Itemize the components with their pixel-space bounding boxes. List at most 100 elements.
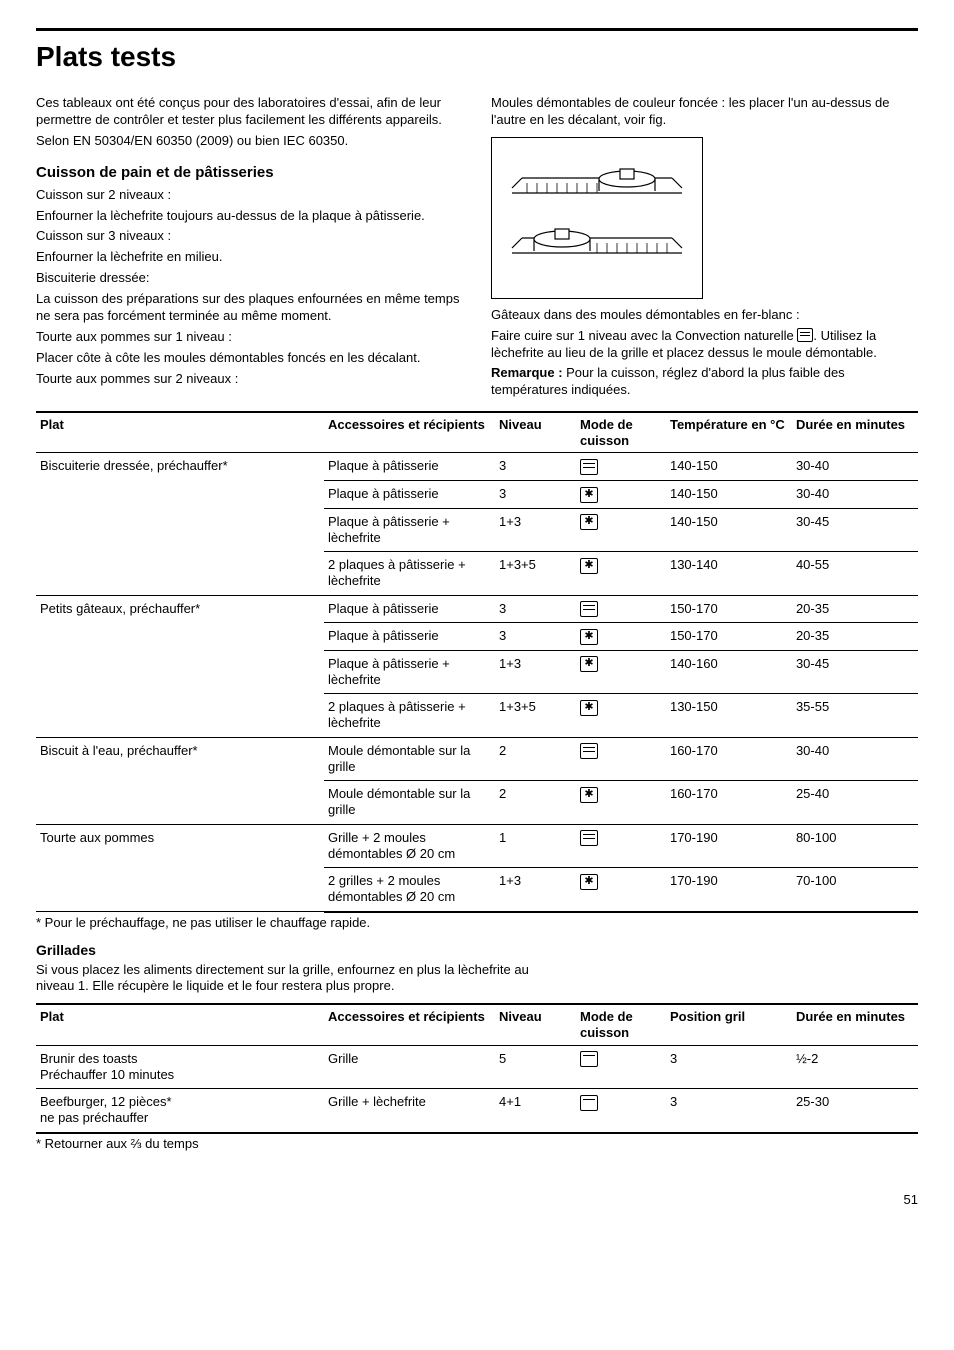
cell-niveau: 3: [495, 595, 576, 623]
cell-duree: 25-30: [792, 1089, 918, 1133]
fan-mode-icon: [580, 700, 598, 716]
cell-mode: [576, 552, 666, 596]
cell-plat: [36, 480, 324, 508]
intro-columns: Ces tableaux ont été conçus pour des lab…: [36, 91, 918, 403]
right-column: Moules démontables de couleur foncée : l…: [491, 91, 918, 403]
cell-mode: [576, 868, 666, 912]
cell-mode: [576, 1089, 666, 1133]
grill-p1: Si vous placez les aliments directement …: [36, 962, 565, 996]
conv-mode-icon: [580, 459, 598, 475]
baking-table: Plat Accessoires et récipients Niveau Mo…: [36, 411, 918, 912]
table-row: 2 grilles + 2 moules démontables Ø 20 cm…: [36, 868, 918, 912]
baking-p7: Tourte aux pommes sur 1 niveau :: [36, 329, 463, 346]
fan-mode-icon: [580, 487, 598, 503]
cell-acc: Grille + 2 moules démontables Ø 20 cm: [324, 824, 495, 868]
cell-niveau: 3: [495, 623, 576, 651]
cell-acc: 2 grilles + 2 moules démontables Ø 20 cm: [324, 868, 495, 912]
cell-mode: [576, 737, 666, 781]
th2-mode: Mode de cuisson: [576, 1004, 666, 1045]
page-number: 51: [36, 1192, 918, 1207]
cell-mode: [576, 781, 666, 825]
th2-duree: Durée en minutes: [792, 1004, 918, 1045]
cell-mode: [576, 650, 666, 694]
cell-plat: [36, 623, 324, 651]
cell-niveau: 3: [495, 480, 576, 508]
cell-plat: Brunir des toastsPréchauffer 10 minutes: [36, 1045, 324, 1089]
baking-table-header-row: Plat Accessoires et récipients Niveau Mo…: [36, 412, 918, 453]
table-row: Plaque à pâtisserie3150-17020-35: [36, 623, 918, 651]
cell-duree: 70-100: [792, 868, 918, 912]
cell-pos: 3: [666, 1045, 792, 1089]
baking-p5: Biscuiterie dressée:: [36, 270, 463, 287]
cell-mode: [576, 623, 666, 651]
baking-p8: Placer côte à côte les moules démontable…: [36, 350, 463, 367]
cell-temp: 160-170: [666, 737, 792, 781]
cell-mode: [576, 453, 666, 481]
th-niveau: Niveau: [495, 412, 576, 453]
cell-mode: [576, 1045, 666, 1089]
th-acc: Accessoires et récipients: [324, 412, 495, 453]
fan-mode-icon: [580, 629, 598, 645]
table-row: Plaque à pâtisserie + lèchefrite1+3 140-1…: [36, 650, 918, 694]
cell-temp: 140-150: [666, 508, 792, 552]
right-p2b-pre: Faire cuire sur 1 niveau avec la Convect…: [491, 328, 797, 343]
cell-temp: 140-160: [666, 650, 792, 694]
fan-mode-icon: [580, 558, 598, 574]
cell-temp: 160-170: [666, 781, 792, 825]
cell-plat: [36, 781, 324, 825]
cell-niveau: 1+3+5: [495, 694, 576, 738]
table-row: Tourte aux pommesGrille + 2 moules démon…: [36, 824, 918, 868]
th2-acc: Accessoires et récipients: [324, 1004, 495, 1045]
table-row: 2 plaques à pâtisserie + lèchefrite1+3+5…: [36, 694, 918, 738]
cell-niveau: 1: [495, 824, 576, 868]
cell-plat: [36, 508, 324, 552]
cell-temp: 130-150: [666, 694, 792, 738]
cell-duree: 30-45: [792, 650, 918, 694]
table-row: Petits gâteaux, préchauffer*Plaque à pât…: [36, 595, 918, 623]
right-p2a: Gâteaux dans des moules démontables en f…: [491, 307, 918, 324]
cell-temp: 140-150: [666, 453, 792, 481]
cell-acc: Grille + lèchefrite: [324, 1089, 495, 1133]
cell-acc: Moule démontable sur la grille: [324, 737, 495, 781]
cell-acc: Grille: [324, 1045, 495, 1089]
grill-table: Plat Accessoires et récipients Niveau Mo…: [36, 1003, 918, 1133]
grill-table-header-row: Plat Accessoires et récipients Niveau Mo…: [36, 1004, 918, 1045]
right-p1: Moules démontables de couleur foncée : l…: [491, 95, 918, 129]
table-row: Beefburger, 12 pièces*ne pas préchauffer…: [36, 1089, 918, 1133]
grill-mode-icon: [580, 1095, 598, 1111]
cell-duree: 25-40: [792, 781, 918, 825]
oven-svg: [497, 143, 697, 293]
cell-duree: 35-55: [792, 694, 918, 738]
cell-duree: 30-45: [792, 508, 918, 552]
table-row: 2 plaques à pâtisserie + lèchefrite1+3+5…: [36, 552, 918, 596]
cell-niveau: 2: [495, 737, 576, 781]
cell-acc: 2 plaques à pâtisserie + lèchefrite: [324, 552, 495, 596]
note-label: Remarque :: [491, 365, 566, 380]
cell-plat: [36, 650, 324, 694]
baking-p4: Enfourner la lèchefrite en milieu.: [36, 249, 463, 266]
conv-mode-icon: [580, 743, 598, 759]
intro-p1: Ces tableaux ont été conçus pour des lab…: [36, 95, 463, 129]
cell-acc: Moule démontable sur la grille: [324, 781, 495, 825]
baking-p1: Cuisson sur 2 niveaux :: [36, 187, 463, 204]
grill-heading: Grillades: [36, 942, 918, 958]
cell-duree: 20-35: [792, 623, 918, 651]
cell-acc: Plaque à pâtisserie + lèchefrite: [324, 508, 495, 552]
table2-footnote: * Retourner aux ⅔ du temps: [36, 1136, 918, 1153]
cell-niveau: 1+3+5: [495, 552, 576, 596]
table-row: Brunir des toastsPréchauffer 10 minutesG…: [36, 1045, 918, 1089]
page-title: Plats tests: [36, 41, 918, 73]
cell-niveau: 1+3: [495, 650, 576, 694]
cell-plat: Biscuit à l'eau, préchauffer*: [36, 737, 324, 781]
cell-pos: 3: [666, 1089, 792, 1133]
th-mode: Mode de cuisson: [576, 412, 666, 453]
cell-mode: [576, 595, 666, 623]
th-plat: Plat: [36, 412, 324, 453]
cell-acc: Plaque à pâtisserie: [324, 595, 495, 623]
cell-acc: Plaque à pâtisserie + lèchefrite: [324, 650, 495, 694]
fan-mode-icon: [580, 514, 598, 530]
table-row: Plaque à pâtisserie + lèchefrite1+3140-1…: [36, 508, 918, 552]
cell-temp: 150-170: [666, 595, 792, 623]
note-paragraph: Remarque : Pour la cuisson, réglez d'abo…: [491, 365, 918, 399]
top-rule: [36, 28, 918, 31]
